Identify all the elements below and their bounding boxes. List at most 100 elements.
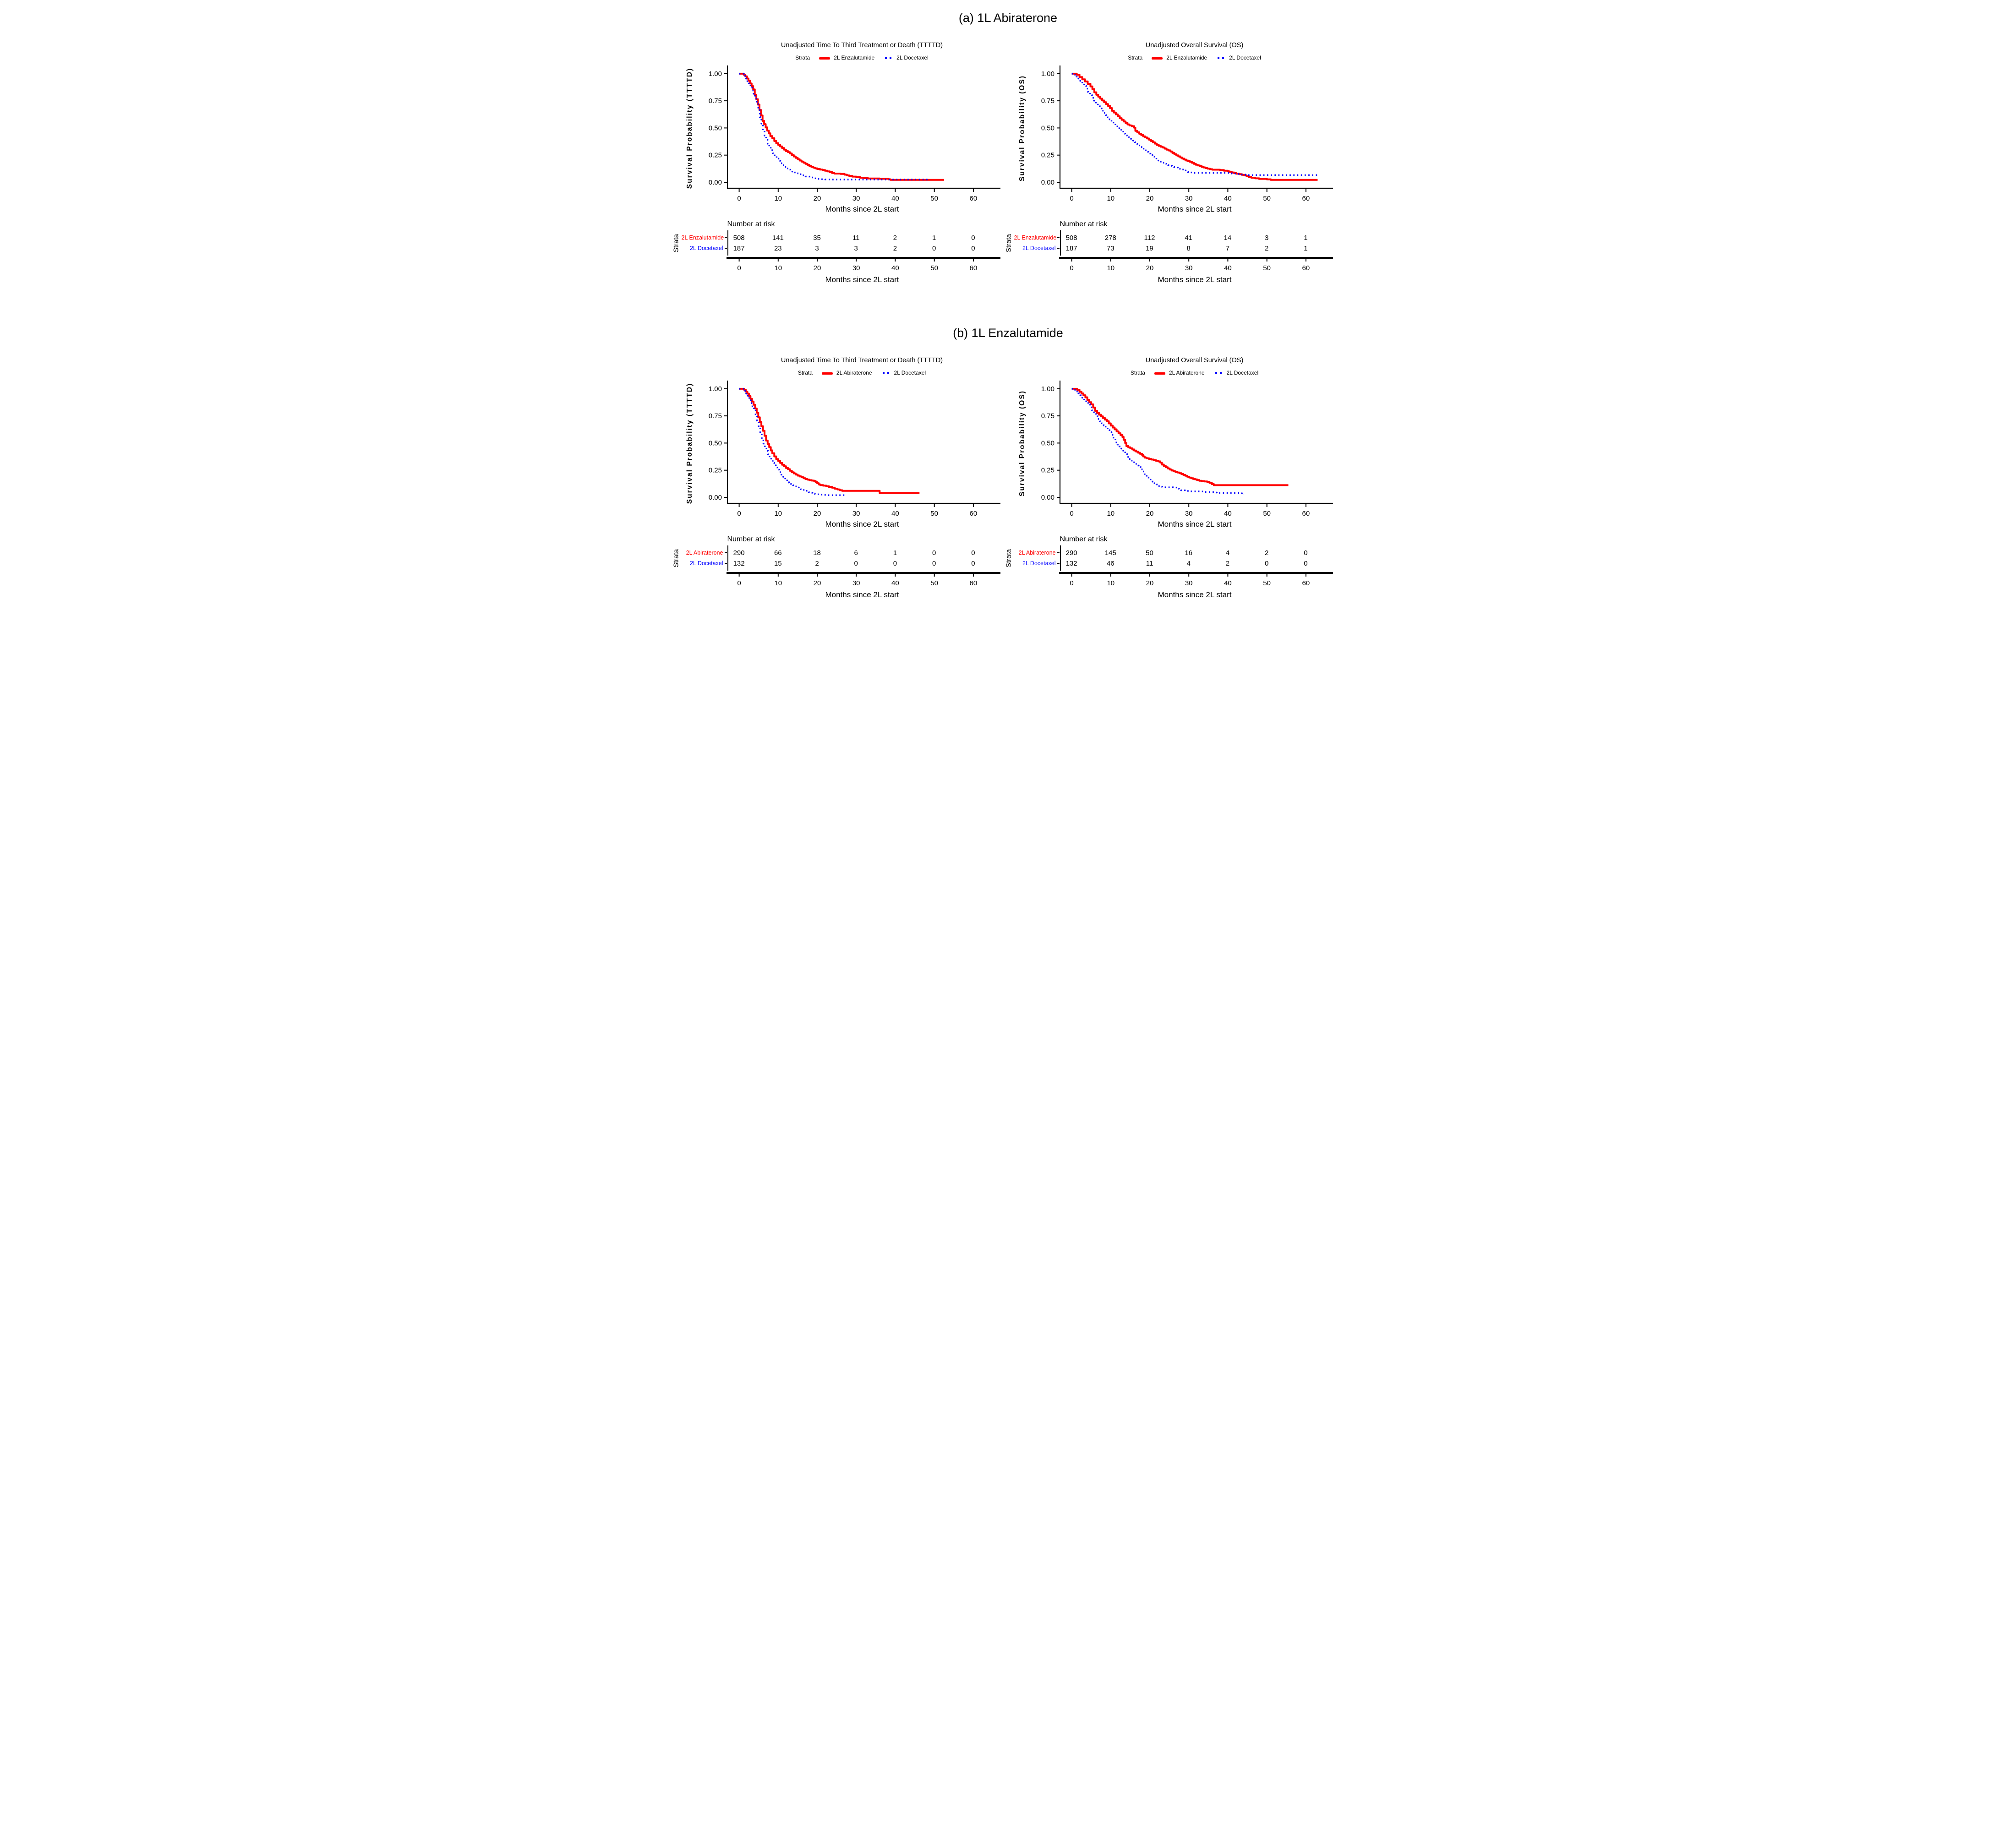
- legend-title: Strata: [1130, 370, 1145, 376]
- svg-text:Survival Probability (TTTTD): Survival Probability (TTTTD): [686, 68, 694, 189]
- risk-value: 14: [1224, 234, 1232, 242]
- section-b: (b) 1L Enzalutamide Unadjusted Time To T…: [672, 326, 1344, 601]
- svg-text:20: 20: [813, 579, 821, 587]
- svg-text:20: 20: [813, 195, 821, 202]
- svg-text:1.00: 1.00: [708, 70, 721, 78]
- svg-text:20: 20: [1146, 264, 1153, 272]
- section-b-panels: Unadjusted Time To Third Treatment or De…: [672, 343, 1344, 601]
- section-a-panels: Unadjusted Time To Third Treatment or De…: [672, 28, 1344, 286]
- risk-value: 2: [1265, 549, 1269, 557]
- risk-value: 1: [1304, 245, 1308, 252]
- risk-table: Number at risk Strata 2L Abiraterone 290…: [1005, 535, 1335, 601]
- risk-value: 41: [1185, 234, 1193, 242]
- svg-text:10: 10: [774, 264, 782, 272]
- risk-value: 132: [733, 560, 745, 567]
- svg-text:40: 40: [1224, 510, 1232, 518]
- legend-label-series1: 2L Abiraterone: [1169, 370, 1205, 376]
- risk-value: 0: [1304, 549, 1308, 557]
- risk-value: 278: [1104, 234, 1116, 242]
- risk-value: 1: [893, 549, 897, 557]
- svg-text:0.25: 0.25: [1041, 467, 1054, 474]
- svg-text:10: 10: [774, 579, 782, 587]
- svg-text:Months since 2L start: Months since 2L start: [825, 590, 899, 599]
- risk-value: 73: [1106, 245, 1115, 252]
- svg-text:0: 0: [737, 195, 741, 202]
- risk-value: 0: [971, 234, 975, 242]
- svg-text:50: 50: [1263, 510, 1271, 518]
- svg-text:Months since 2L start: Months since 2L start: [825, 275, 899, 284]
- km-plot: 1.00 0.75 0.50 0.25 0.00 0 10 20 30 40 50 60 Months …: [686, 65, 1000, 213]
- svg-text:60: 60: [1302, 579, 1310, 587]
- legend: Strata 2L Enzalutamide 2L Docetaxel: [1060, 54, 1329, 61]
- svg-text:50: 50: [1263, 579, 1271, 587]
- svg-text:Survival Probability (OS): Survival Probability (OS): [1018, 390, 1026, 496]
- svg-text:50: 50: [1263, 195, 1271, 202]
- svg-text:30: 30: [852, 264, 860, 272]
- svg-text:Months since 2L start: Months since 2L start: [1158, 275, 1231, 284]
- svg-text:40: 40: [891, 195, 899, 202]
- panel-title: Unadjusted Time To Third Treatment or De…: [781, 357, 943, 364]
- risk-value: 4: [1225, 549, 1230, 557]
- risk-value: 508: [733, 234, 745, 242]
- svg-text:1.00: 1.00: [1041, 70, 1054, 78]
- svg-text:50: 50: [930, 579, 938, 587]
- svg-text:40: 40: [891, 264, 899, 272]
- risk-row-label: 2L Docetaxel: [1022, 245, 1056, 251]
- risk-axis: 0 10 20 30 40 50 60 Months since 2L start: [726, 572, 1000, 599]
- risk-row: 2L Docetaxel 132 46 11 4 2 0 0: [1014, 558, 1335, 569]
- svg-text:20: 20: [813, 510, 821, 518]
- solid-line-key-icon: [821, 370, 833, 376]
- svg-text:0: 0: [737, 510, 741, 518]
- svg-text:0.75: 0.75: [708, 97, 721, 105]
- svg-text:Months since 2L start: Months since 2L start: [825, 205, 899, 213]
- panel-title: Unadjusted Overall Survival (OS): [1145, 357, 1244, 364]
- svg-text:30: 30: [1185, 264, 1192, 272]
- risk-row: 2L Docetaxel 187 23 3 3 2 0 0: [682, 243, 1002, 254]
- svg-text:60: 60: [969, 510, 977, 518]
- risk-value: 1: [932, 234, 936, 242]
- svg-text:10: 10: [774, 195, 782, 202]
- svg-text:20: 20: [1146, 510, 1153, 518]
- svg-text:20: 20: [1146, 579, 1153, 587]
- risk-value: 50: [1146, 549, 1153, 557]
- svg-text:60: 60: [969, 195, 977, 202]
- risk-value: 46: [1106, 560, 1115, 567]
- legend-title: Strata: [795, 54, 810, 61]
- dotted-line-key-icon: [1214, 371, 1223, 374]
- risk-value: 132: [1065, 560, 1077, 567]
- svg-text:60: 60: [969, 579, 977, 587]
- svg-text:0: 0: [737, 264, 741, 272]
- svg-text:30: 30: [1185, 510, 1192, 518]
- svg-text:0.25: 0.25: [1041, 152, 1054, 159]
- risk-value: 0: [971, 549, 975, 557]
- risk-value: 6: [854, 549, 858, 557]
- risk-table-body: Strata 2L Enzalutamide 508 141 35 11 2 1 0 2L …: [672, 230, 1002, 256]
- svg-text:50: 50: [930, 510, 938, 518]
- risk-value: 0: [971, 245, 975, 252]
- risk-table: Number at risk Strata 2L Abiraterone 290…: [672, 535, 1002, 601]
- risk-value: 23: [774, 245, 782, 252]
- svg-text:0.50: 0.50: [708, 124, 721, 132]
- svg-text:50: 50: [1263, 264, 1271, 272]
- risk-row-label: 2L Docetaxel: [1022, 560, 1056, 567]
- km-plot: 1.00 0.75 0.50 0.25 0.00 0 10 20 30 40 50 60 Months …: [1018, 381, 1333, 528]
- svg-text:1.00: 1.00: [708, 385, 721, 393]
- svg-text:0.50: 0.50: [708, 439, 721, 447]
- risk-value: 2: [815, 560, 819, 567]
- panel-a-ttttd: Unadjusted Time To Third Treatment or De…: [672, 28, 1002, 286]
- svg-text:30: 30: [852, 510, 860, 518]
- risk-table-title: Number at risk: [727, 535, 775, 543]
- risk-value: 145: [1104, 549, 1116, 557]
- svg-text:0.50: 0.50: [1041, 439, 1054, 447]
- risk-row-label: 2L Abiraterone: [686, 550, 723, 556]
- svg-text:50: 50: [930, 195, 938, 202]
- svg-text:40: 40: [1224, 264, 1232, 272]
- risk-value: 2: [893, 245, 897, 252]
- svg-text:0.75: 0.75: [1041, 412, 1054, 420]
- panel-b-ttttd: Unadjusted Time To Third Treatment or De…: [672, 343, 1002, 601]
- risk-value: 187: [733, 245, 745, 252]
- dotted-line-key-icon: [1216, 56, 1225, 59]
- risk-value: 1: [1304, 234, 1308, 242]
- svg-text:0.00: 0.00: [1041, 179, 1054, 186]
- risk-table-body: Strata 2L Enzalutamide 508 278 112 41 14 3 1 2…: [1005, 230, 1335, 256]
